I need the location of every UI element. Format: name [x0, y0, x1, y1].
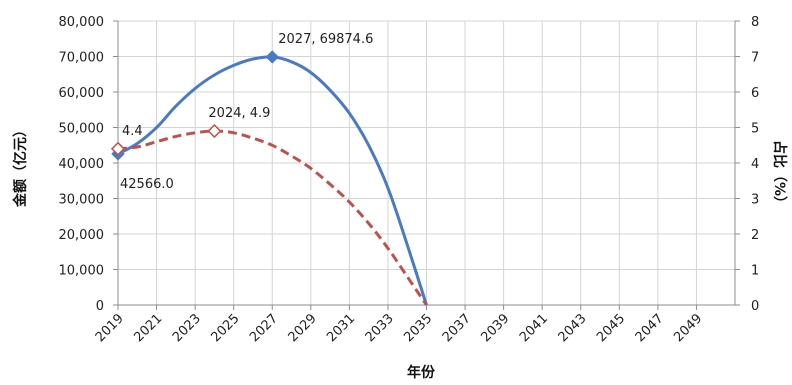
x-tick-label: 2029 — [286, 311, 320, 345]
grid — [117, 20, 736, 305]
data-label: 4.4 — [122, 124, 143, 139]
y-tick-label-right: 8 — [751, 15, 759, 30]
y-tick-label-left: 30,000 — [59, 193, 105, 208]
y-axis-title-right: 占比（%） — [771, 140, 788, 210]
x-tick-label: 2031 — [324, 311, 358, 345]
y-tick-label-right: 3 — [751, 193, 759, 208]
x-tick-label: 2041 — [517, 311, 551, 345]
series-line-share — [117, 129, 428, 306]
x-tick-label: 2037 — [440, 311, 474, 345]
x-tick-label: 2033 — [363, 311, 397, 345]
x-axis-title: 年份 — [407, 364, 436, 381]
x-tick-label: 2035 — [401, 311, 435, 345]
x-tick-label: 2047 — [633, 311, 667, 345]
x-tick-label: 2021 — [131, 311, 165, 345]
y-tick-label-right: 4 — [751, 157, 759, 172]
x-tick-label: 2025 — [209, 311, 243, 345]
x-tick-label: 2043 — [556, 311, 590, 345]
y-tick-label-right: 7 — [751, 51, 759, 66]
y-tick-label-left: 40,000 — [59, 157, 105, 172]
x-tick-label: 2039 — [478, 311, 512, 345]
data-label: 2024, 4.9 — [208, 106, 270, 121]
y-tick-label-left: 10,000 — [59, 264, 105, 279]
y-tick-label-left: 20,000 — [59, 228, 105, 243]
y-tick-label-left: 0 — [96, 299, 104, 314]
y-axis-title-left: 金额（亿元） — [12, 123, 29, 208]
axes — [113, 20, 740, 310]
markers — [110, 50, 279, 161]
x-tick-label: 2049 — [671, 311, 705, 345]
labels: 0 0 10,000 1 20,000 2 30,000 3 40,000 4 50,000 5 60,… — [59, 15, 760, 345]
data-label: 42566.0 — [120, 177, 174, 192]
y-tick-label-left: 60,000 — [59, 86, 105, 101]
x-tick-label: 2019 — [93, 311, 127, 345]
y-tick-label-left: 50,000 — [59, 122, 105, 137]
y-tick-label-right: 5 — [751, 122, 759, 137]
data-marker — [265, 50, 279, 64]
data-marker — [110, 141, 126, 156]
data-label: 2027, 69874.6 — [278, 32, 373, 47]
y-tick-label-right: 0 — [751, 299, 759, 314]
y-tick-label-left: 70,000 — [59, 51, 105, 66]
x-tick-label: 2023 — [170, 311, 204, 345]
y-tick-label-right: 2 — [751, 228, 759, 243]
x-tick-label: 2027 — [247, 311, 281, 345]
y-tick-label-left: 80,000 — [59, 15, 105, 30]
data-marker — [207, 123, 222, 139]
y-tick-label-right: 6 — [751, 86, 759, 101]
x-tick-label: 2045 — [594, 311, 628, 345]
y-tick-label-right: 1 — [751, 264, 759, 279]
